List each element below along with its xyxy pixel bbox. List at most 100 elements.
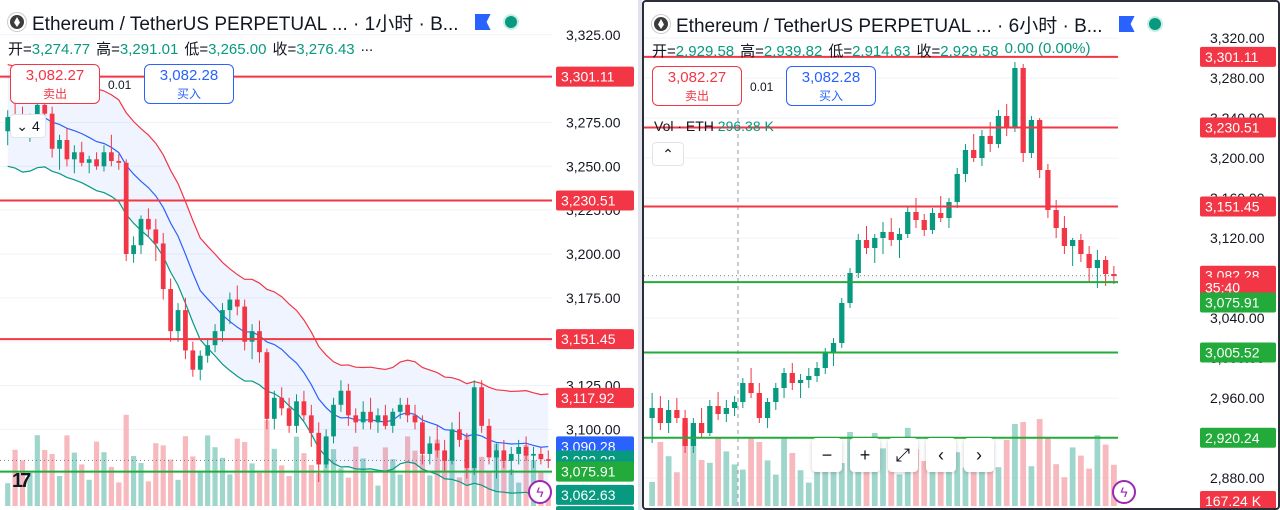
volume-bar: [49, 454, 55, 506]
volume-bar: [1086, 468, 1093, 506]
left-chart-canvas[interactable]: 3,325.003,300.003,275.003,250.003,225.00…: [0, 0, 640, 510]
candle-body: [323, 436, 329, 465]
volume-bar: [131, 456, 137, 506]
candle-body: [987, 136, 993, 144]
price-tag-bg: [556, 484, 634, 505]
candle-body: [538, 453, 544, 460]
zoom-out-button[interactable]: −: [812, 438, 842, 472]
flag-icon[interactable]: [474, 14, 491, 30]
candle-body: [781, 373, 787, 388]
volume-bar: [338, 468, 344, 506]
price-tag-bg: [1200, 427, 1276, 448]
ethereum-icon: [652, 15, 670, 33]
flag-icon[interactable]: [1118, 16, 1135, 32]
volume-bar: [479, 456, 485, 506]
scroll-left-button[interactable]: ‹: [926, 438, 956, 472]
candle-body: [442, 450, 447, 461]
volume-bar: [838, 463, 845, 506]
candle-body: [486, 425, 492, 458]
lightning-icon[interactable]: ϟ: [1112, 480, 1136, 504]
candle-body: [946, 202, 952, 218]
right-chart-panel[interactable]: 3,320.003,280.003,240.003,200.003,160.00…: [642, 0, 1280, 510]
candle-body: [979, 136, 985, 158]
chevron-down-icon: ⌄: [16, 117, 28, 134]
y-axis-tick-label: 3,320.00: [1210, 30, 1265, 46]
candle-body: [1086, 254, 1092, 268]
candle-body: [360, 411, 366, 423]
candle-body: [1028, 120, 1035, 153]
panel-divider[interactable]: [638, 0, 642, 510]
price-tag-label: 2,920.24: [1205, 430, 1260, 446]
volume-bar: [1020, 422, 1027, 506]
volume-bar: [279, 465, 285, 506]
volume-bar: [731, 464, 738, 506]
y-axis-tick-label: 3,120.00: [1210, 230, 1265, 246]
candle-body: [168, 289, 173, 332]
volume-bar: [301, 453, 307, 506]
volume-bar: [789, 453, 796, 506]
sell-label: 卖出: [684, 89, 709, 103]
bollinger-lower-line: [7, 165, 549, 497]
volume-bar: [880, 448, 886, 506]
volume-bar: [962, 467, 969, 506]
open-value: 2,929.58: [675, 43, 735, 60]
spread-value: 0.01: [750, 80, 774, 94]
price-tag-label: 3,075.91: [561, 464, 616, 480]
indicators-toggle[interactable]: ⌄ 4: [10, 114, 46, 138]
volume-bar: [256, 472, 263, 506]
candle-body: [797, 380, 804, 383]
y-axis-tick-label: 3,040.00: [1210, 310, 1265, 326]
high-label: 高=: [96, 41, 120, 58]
collapse-legend-button[interactable]: ⌃: [652, 142, 684, 166]
candle-body: [286, 408, 292, 426]
candle-body: [674, 410, 680, 418]
candle-body: [434, 443, 440, 451]
reset-view-button[interactable]: ⤢: [888, 438, 918, 472]
scroll-right-button[interactable]: ›: [964, 438, 994, 472]
volume-bar: [516, 482, 522, 506]
candle-body: [847, 273, 853, 303]
left-chart-panel[interactable]: 3,325.003,300.003,275.003,250.003,225.00…: [0, 0, 640, 510]
volume-bar: [501, 455, 507, 506]
candle-body: [938, 213, 944, 218]
buy-button[interactable]: 3,082.28 买入: [786, 66, 876, 106]
candle-body: [665, 410, 672, 423]
volume-bar: [896, 474, 903, 506]
volume-bar: [937, 440, 944, 506]
volume-bar: [375, 485, 381, 506]
left-chart-title[interactable]: Ethereum / TetherUS PERPETUAL ... · 1小时 …: [32, 13, 459, 35]
volume-bar: [814, 443, 820, 506]
volume-bar: [101, 452, 107, 506]
price-tag-bg: [556, 387, 634, 408]
candle-body: [190, 350, 196, 370]
volume-bar: [946, 446, 952, 506]
price-tag-bg: [1200, 117, 1276, 138]
tradingview-logo-icon: 17: [12, 470, 31, 492]
lightning-icon[interactable]: ϟ: [528, 480, 552, 504]
volume-bar: [116, 482, 122, 506]
candle-body: [863, 240, 870, 248]
price-tag-bg: [556, 329, 634, 350]
candle-body: [183, 310, 188, 351]
candle-body: [880, 232, 886, 238]
sell-button[interactable]: 3,082.27 卖出: [652, 66, 742, 106]
candle-body: [412, 415, 418, 423]
candle-body: [764, 402, 771, 418]
sell-label: 卖出: [42, 87, 67, 101]
zoom-in-button[interactable]: +: [850, 438, 880, 472]
candle-body: [830, 343, 837, 353]
candle-body: [405, 404, 410, 416]
right-chart-canvas[interactable]: 3,320.003,280.003,240.003,200.003,160.00…: [644, 2, 1278, 508]
zoom-toolbar: − + ⤢ ‹ ›: [812, 438, 994, 476]
sell-button[interactable]: 3,082.27 卖出: [10, 64, 100, 104]
volume-bar: [227, 474, 233, 506]
candle-body: [682, 418, 688, 446]
candle-body: [301, 401, 307, 416]
candle-body: [64, 139, 70, 160]
candle-body: [94, 159, 99, 167]
buy-label: 买入: [818, 89, 843, 103]
buy-button[interactable]: 3,082.28 买入: [144, 64, 234, 104]
volume-bar: [987, 466, 994, 506]
price-tag-label: 3,062.63: [561, 487, 616, 503]
right-chart-title[interactable]: Ethereum / TetherUS PERPETUAL ... · 6小时 …: [676, 15, 1103, 37]
